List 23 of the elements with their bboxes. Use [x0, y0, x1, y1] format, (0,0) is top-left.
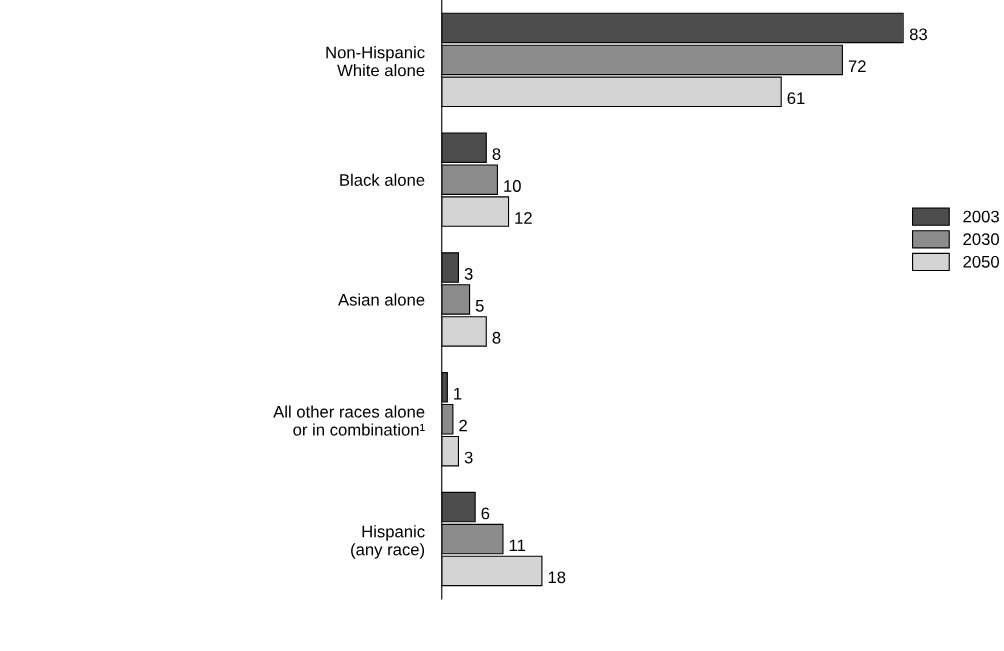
- data-label: 83: [909, 28, 927, 41]
- data-label: 12: [515, 212, 532, 224]
- data-label: 8: [492, 331, 501, 344]
- y-tick-label: Non-Hispanic White alone: [326, 46, 425, 77]
- data-label: 10: [504, 180, 521, 192]
- y-tick-label: Black alone: [340, 173, 425, 186]
- data-label: 2: [459, 419, 467, 432]
- y-tick-label: Hispanic (any race): [351, 525, 425, 559]
- data-label: 6: [481, 507, 490, 520]
- legend-label: 2030: [963, 233, 999, 246]
- data-label: 61: [787, 92, 805, 105]
- data-label: 72: [848, 60, 866, 72]
- data-label: 3: [464, 451, 473, 464]
- data-label: 5: [475, 300, 484, 312]
- data-label: 3: [464, 267, 473, 280]
- data-label: 8: [492, 148, 501, 160]
- legend-label: 2003: [963, 210, 999, 223]
- data-label: 18: [548, 571, 566, 584]
- data-label: 11: [509, 539, 526, 552]
- y-tick-label: Asian alone: [338, 293, 425, 306]
- data-label: 1: [454, 387, 462, 400]
- legend-label: 2050: [963, 255, 999, 268]
- y-tick-label: All other races alone or in combination¹: [273, 405, 425, 436]
